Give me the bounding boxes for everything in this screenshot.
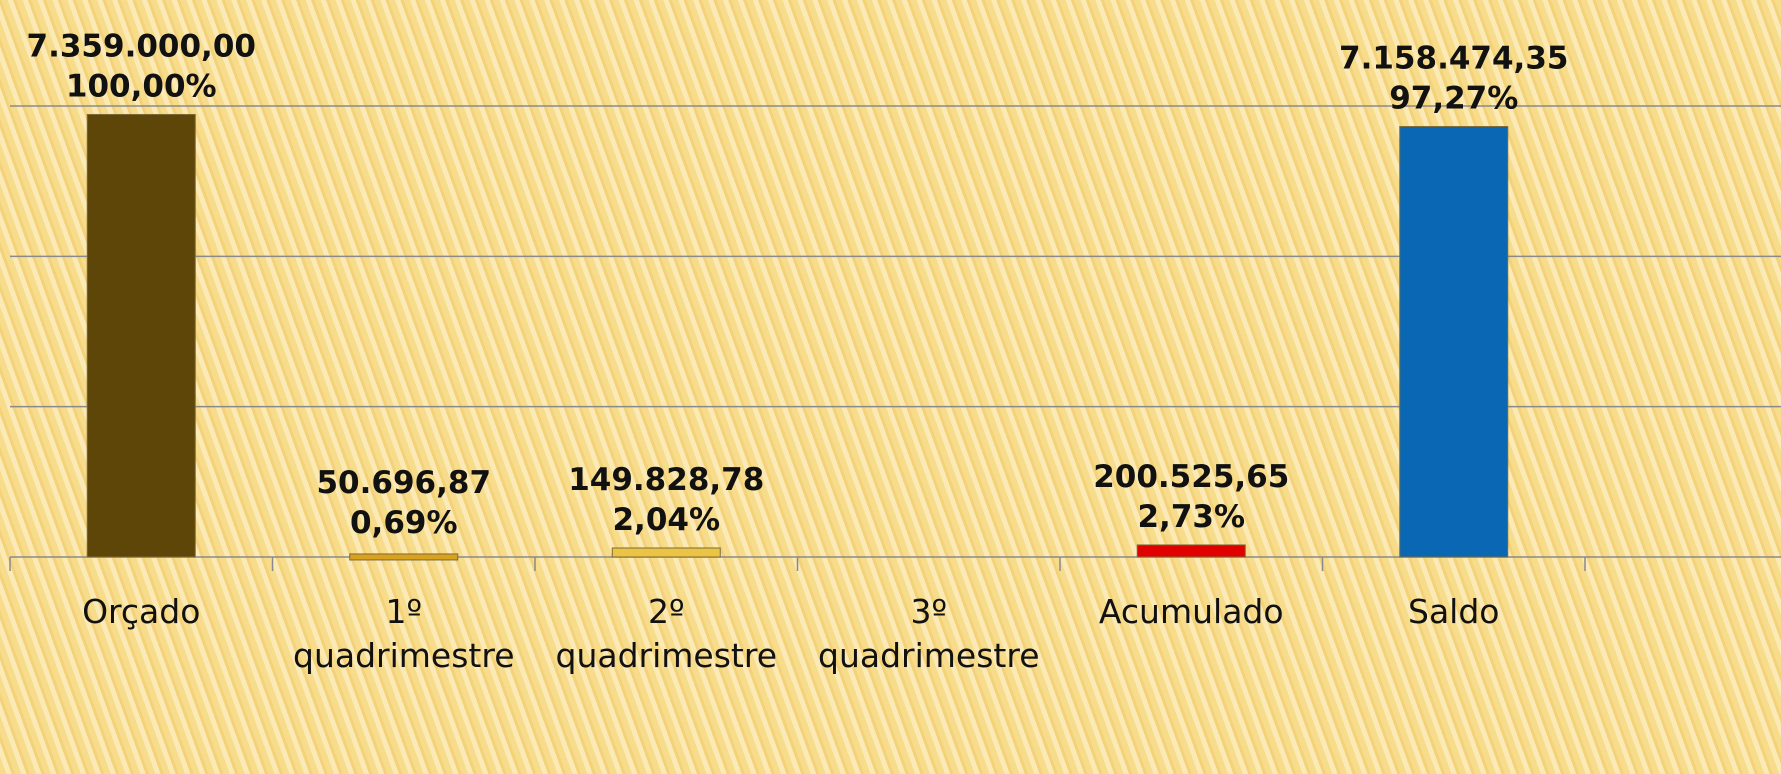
value-label: 7.158.474,35 xyxy=(1339,41,1568,77)
bar xyxy=(86,113,196,558)
value-label: 7.359.000,00 xyxy=(27,28,256,64)
value-label: 200.525,65 xyxy=(1093,459,1289,495)
x-tick-label: Saldo xyxy=(1408,592,1500,631)
x-tick-label: 3º quadrimestre xyxy=(818,592,1040,675)
x-tick-label: Orçado xyxy=(82,592,201,631)
x-tick-label: 1º quadrimestre xyxy=(293,592,515,675)
percent-label: 2,04% xyxy=(612,502,720,538)
bar xyxy=(611,547,721,558)
percent-label: 97,27% xyxy=(1389,81,1518,117)
value-label: 50.696,87 xyxy=(316,465,491,501)
percent-label: 2,73% xyxy=(1137,499,1245,535)
bar xyxy=(349,553,459,561)
value-label: 149.828,78 xyxy=(568,462,764,498)
bar xyxy=(1136,544,1246,558)
bar xyxy=(1399,126,1509,558)
percent-label: 100,00% xyxy=(66,68,217,104)
percent-label: 0,69% xyxy=(350,505,458,541)
x-tick-label: Acumulado xyxy=(1098,592,1284,631)
x-tick-label: 2º quadrimestre xyxy=(555,592,778,675)
